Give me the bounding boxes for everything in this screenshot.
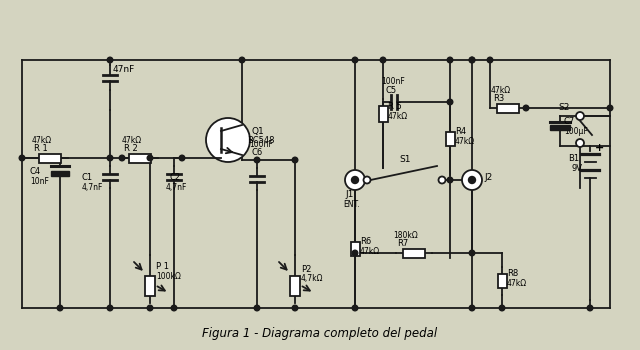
Text: R 1: R 1 xyxy=(34,144,48,153)
Bar xyxy=(497,104,519,112)
Circle shape xyxy=(108,155,113,161)
Text: R6: R6 xyxy=(360,237,371,246)
Text: ENT.: ENT. xyxy=(343,200,360,209)
Circle shape xyxy=(57,305,63,311)
Bar xyxy=(351,242,360,256)
Circle shape xyxy=(292,305,298,311)
Text: Figura 1 - Diagrama completo del pedal: Figura 1 - Diagrama completo del pedal xyxy=(202,327,438,340)
Text: 47kΩ: 47kΩ xyxy=(388,112,408,121)
Circle shape xyxy=(499,305,505,311)
Text: R 2: R 2 xyxy=(124,144,138,153)
Bar xyxy=(550,125,570,130)
Circle shape xyxy=(239,57,245,63)
Circle shape xyxy=(147,305,153,311)
Circle shape xyxy=(108,305,113,311)
Circle shape xyxy=(607,105,613,111)
Circle shape xyxy=(352,305,358,311)
Text: 47kΩ: 47kΩ xyxy=(360,247,380,256)
Circle shape xyxy=(524,105,529,111)
Circle shape xyxy=(469,57,475,63)
Circle shape xyxy=(576,112,584,120)
Text: J2: J2 xyxy=(484,173,492,182)
Text: B1: B1 xyxy=(568,154,579,163)
Circle shape xyxy=(119,155,125,161)
Text: S1: S1 xyxy=(399,155,411,164)
Circle shape xyxy=(447,57,453,63)
Circle shape xyxy=(206,118,250,162)
Circle shape xyxy=(438,176,445,183)
Text: 47kΩ: 47kΩ xyxy=(507,279,527,287)
Circle shape xyxy=(469,250,475,256)
Bar xyxy=(145,276,155,296)
Circle shape xyxy=(345,170,365,190)
Text: 47kΩ: 47kΩ xyxy=(122,136,142,145)
Circle shape xyxy=(179,155,185,161)
Circle shape xyxy=(352,250,358,256)
Text: C6: C6 xyxy=(252,148,263,157)
Text: R 5: R 5 xyxy=(388,102,402,111)
Bar xyxy=(39,154,61,162)
Text: 47kΩ: 47kΩ xyxy=(491,86,511,95)
Text: 100μF: 100μF xyxy=(564,127,588,136)
Circle shape xyxy=(147,155,153,161)
Text: C5: C5 xyxy=(385,86,396,95)
Text: P2: P2 xyxy=(301,265,312,274)
Text: 100nF: 100nF xyxy=(249,140,273,149)
Circle shape xyxy=(108,57,113,63)
Circle shape xyxy=(469,305,475,311)
Circle shape xyxy=(487,57,493,63)
Bar xyxy=(290,276,300,296)
Circle shape xyxy=(172,305,177,311)
Text: C4: C4 xyxy=(30,167,41,176)
Circle shape xyxy=(254,157,260,163)
Circle shape xyxy=(462,170,482,190)
Text: 100nF: 100nF xyxy=(381,77,404,86)
Text: 10nF: 10nF xyxy=(30,177,49,186)
Circle shape xyxy=(19,155,25,161)
Bar xyxy=(51,171,69,176)
Circle shape xyxy=(292,157,298,163)
Text: 47kΩ: 47kΩ xyxy=(455,136,475,146)
Bar xyxy=(129,154,151,162)
Text: R7: R7 xyxy=(397,239,409,248)
Circle shape xyxy=(364,176,371,183)
Circle shape xyxy=(254,305,260,311)
Text: 100kΩ: 100kΩ xyxy=(156,272,181,281)
Circle shape xyxy=(588,305,593,311)
Circle shape xyxy=(447,177,453,183)
Text: 180kΩ: 180kΩ xyxy=(394,231,419,240)
Circle shape xyxy=(352,57,358,63)
Bar xyxy=(445,132,454,146)
Text: 4,7nF: 4,7nF xyxy=(82,183,104,192)
Circle shape xyxy=(576,139,584,147)
Text: R3: R3 xyxy=(493,94,504,103)
Text: C2: C2 xyxy=(169,173,180,182)
Text: Q1: Q1 xyxy=(251,127,264,136)
Bar xyxy=(378,106,387,122)
Text: J1: J1 xyxy=(345,190,353,199)
Circle shape xyxy=(447,99,453,105)
Text: 4,7nF: 4,7nF xyxy=(166,183,188,192)
Text: C7: C7 xyxy=(564,117,575,126)
Text: C1: C1 xyxy=(82,173,93,182)
Bar xyxy=(497,273,506,287)
Text: 47kΩ: 47kΩ xyxy=(32,136,52,145)
Bar xyxy=(403,248,424,258)
Text: +: + xyxy=(595,143,604,153)
Circle shape xyxy=(469,57,475,63)
Text: BC548: BC548 xyxy=(247,136,275,145)
Text: S2: S2 xyxy=(558,103,570,112)
Text: P 1: P 1 xyxy=(156,262,169,271)
Text: R8: R8 xyxy=(507,268,518,278)
Circle shape xyxy=(380,57,386,63)
Text: R4: R4 xyxy=(455,126,466,135)
Text: 47nF: 47nF xyxy=(113,65,135,74)
Text: 9V: 9V xyxy=(572,164,583,173)
Circle shape xyxy=(351,176,358,183)
Circle shape xyxy=(468,176,476,183)
Text: 4,7kΩ: 4,7kΩ xyxy=(301,274,323,284)
